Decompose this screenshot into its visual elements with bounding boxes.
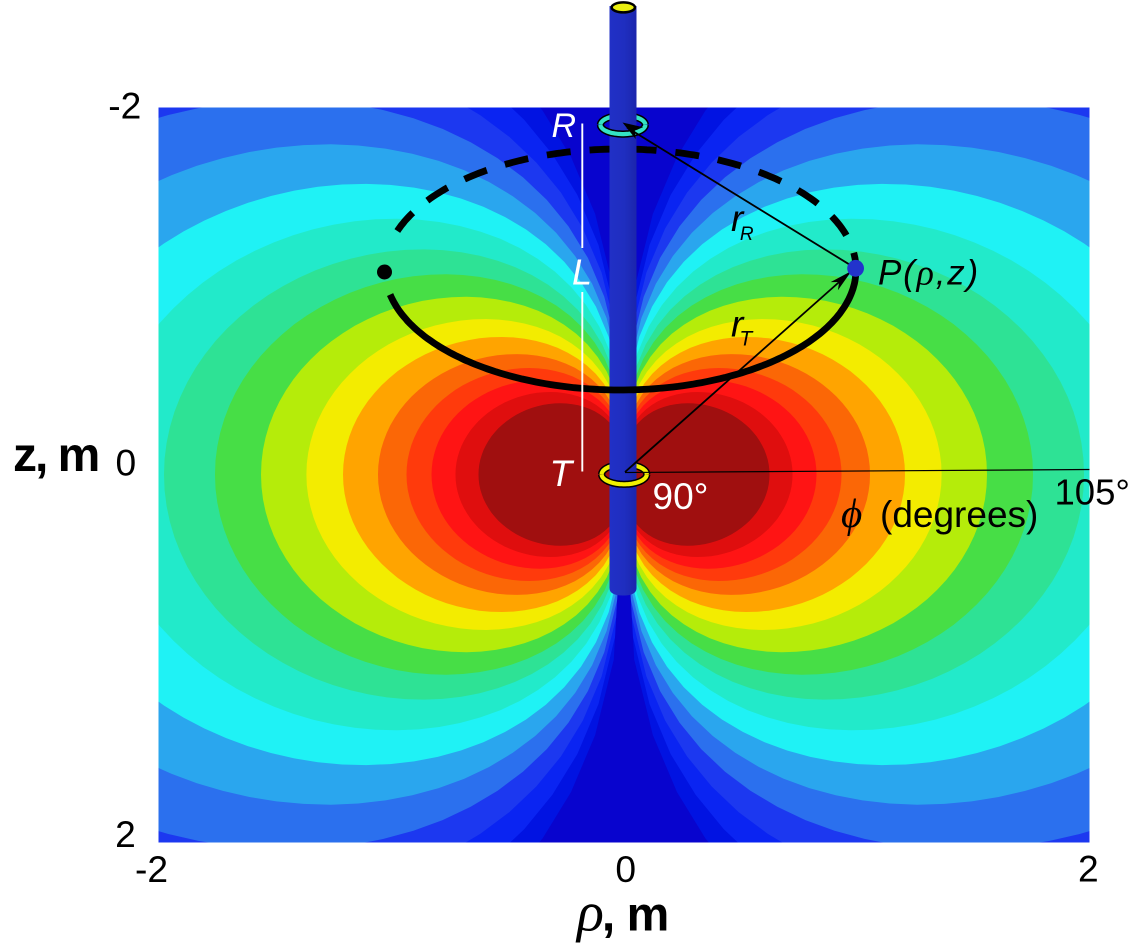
svg-text:2: 2 [1078,848,1099,890]
svg-text:-2: -2 [135,848,168,890]
svg-text:90°: 90° [653,476,709,517]
svg-text:2: 2 [115,813,136,855]
svg-text:ϕ: ϕ [841,490,862,536]
svg-text:(degrees): (degrees) [880,494,1038,535]
svg-text:z, m: z, m [13,429,98,482]
svg-text:0: 0 [615,848,636,890]
svg-text:R: R [552,107,577,145]
svg-text:P(ρ,z): P(ρ,z) [878,253,980,293]
svg-text:ρ, m: ρ, m [575,882,668,944]
svg-text:-2: -2 [108,85,141,127]
svg-text:L: L [572,251,592,292]
svg-text:0: 0 [116,442,137,484]
svg-text:105°: 105° [1055,472,1131,513]
svg-text:T: T [550,453,575,494]
